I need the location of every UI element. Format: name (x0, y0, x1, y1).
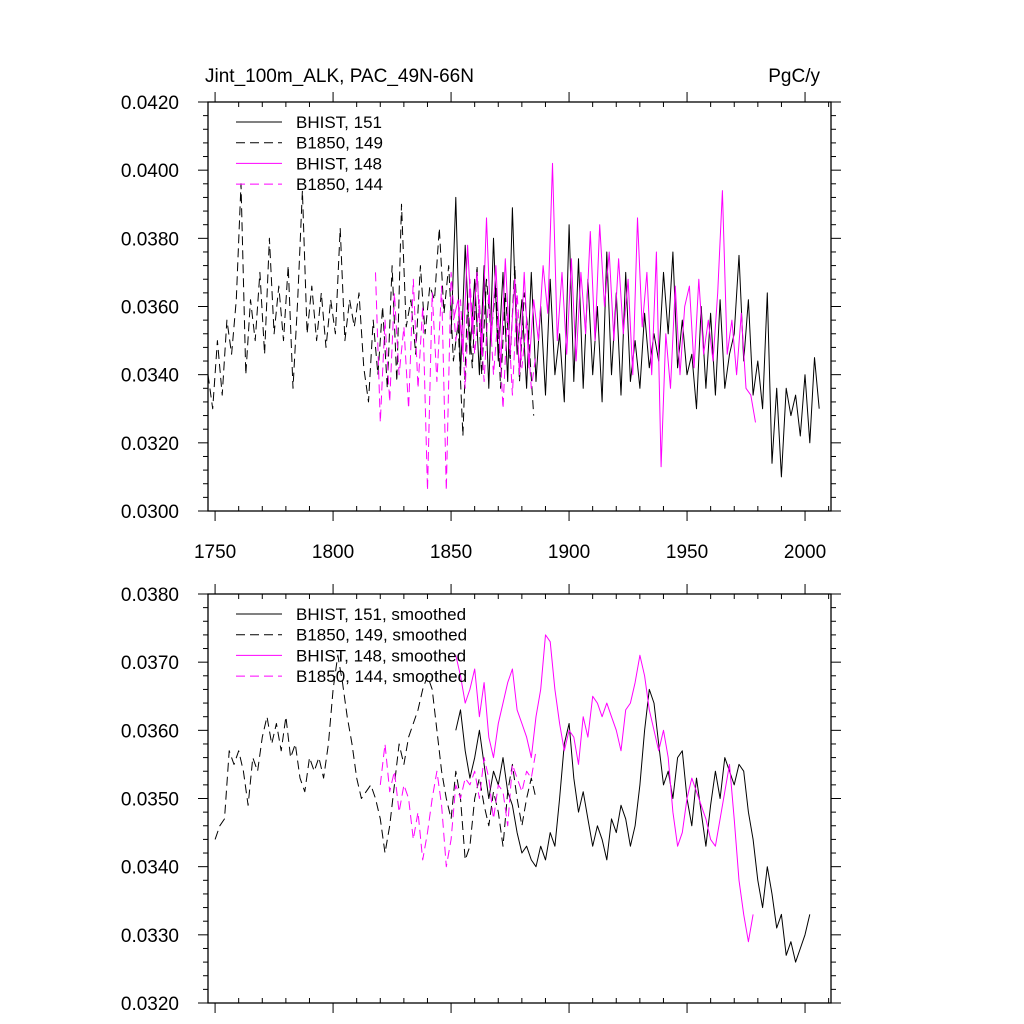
legend-label: BHIST, 151 (296, 113, 382, 132)
y-tick-label: 0.0330 (121, 926, 179, 947)
y-tick-label: 0.0370 (121, 653, 179, 674)
legend-label: B1850, 144 (296, 175, 383, 194)
chart-title: Jint_100m_ALK, PAC_49N-66N (205, 66, 474, 87)
x-tick-label: 1800 (312, 542, 354, 563)
units-label: PgC/y (768, 66, 820, 87)
x-tick-label: 2000 (784, 542, 826, 563)
y-tick-label: 0.0380 (121, 229, 179, 250)
y-tick-label: 0.0340 (121, 858, 179, 879)
legend-label: B1850, 144, smoothed (296, 667, 467, 686)
legend-label: BHIST, 148 (296, 154, 382, 173)
y-tick-label: 0.0380 (121, 585, 179, 606)
y-tick-label: 0.0420 (121, 93, 179, 114)
x-tick-label: 1750 (194, 542, 236, 563)
y-tick-label: 0.0320 (121, 994, 179, 1015)
series-line-4 (375, 271, 537, 492)
series-line-3 (455, 634, 754, 943)
legend-label: BHIST, 151, smoothed (296, 605, 466, 624)
y-tick-label: 0.0340 (121, 366, 179, 387)
y-tick-label: 0.0350 (121, 790, 179, 811)
series-line-3 (452, 162, 756, 468)
y-tick-label: 0.0320 (121, 434, 179, 455)
series-line-1 (450, 196, 820, 478)
y-tick-label: 0.0300 (121, 502, 179, 523)
series-line-2 (208, 183, 535, 437)
series-line-1 (455, 688, 811, 963)
panel-2: 0.0320 0.0330 0.0340 0.0350 0.0360 0.0370 0.03… (121, 584, 841, 1015)
series-line-4 (379, 743, 537, 868)
legend-label: B1850, 149 (296, 134, 383, 153)
y-tick-label: 0.0360 (121, 298, 179, 319)
y-tick-label: 0.0360 (121, 721, 179, 742)
series-line-2 (214, 654, 537, 861)
y-tick-label: 0.0400 (121, 161, 179, 182)
legend-label: B1850, 149, smoothed (296, 626, 467, 645)
panel-1: 0.0300 0.0320 0.0340 0.0360 0.0380 0.0400 0.04… (121, 66, 841, 563)
x-tick-label: 1950 (666, 542, 708, 563)
x-tick-label: 1900 (548, 542, 590, 563)
x-tick-label: 1850 (430, 542, 472, 563)
legend-label: BHIST, 148, smoothed (296, 646, 466, 665)
